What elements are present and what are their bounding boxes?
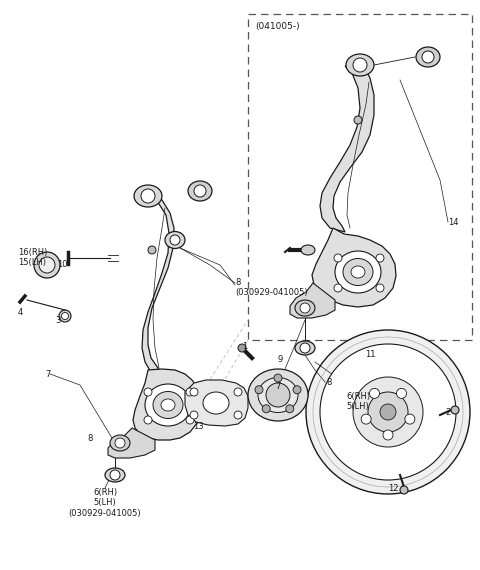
Circle shape <box>293 386 301 394</box>
Circle shape <box>320 344 456 480</box>
Text: 10: 10 <box>57 260 68 269</box>
Ellipse shape <box>248 369 308 421</box>
Ellipse shape <box>258 377 298 413</box>
Circle shape <box>368 392 408 432</box>
Text: (041005-): (041005-) <box>255 22 300 31</box>
Text: 13: 13 <box>193 422 204 431</box>
Polygon shape <box>133 369 202 440</box>
Circle shape <box>370 388 380 398</box>
Circle shape <box>353 377 423 447</box>
Ellipse shape <box>346 54 374 76</box>
Text: 4: 4 <box>18 308 23 317</box>
Circle shape <box>255 386 263 394</box>
Circle shape <box>115 438 125 448</box>
Polygon shape <box>185 380 248 426</box>
Circle shape <box>141 189 155 203</box>
Circle shape <box>274 374 282 382</box>
Bar <box>248 14 472 340</box>
Circle shape <box>376 254 384 262</box>
Text: 16(RH)
15(LH): 16(RH) 15(LH) <box>18 248 48 267</box>
Polygon shape <box>142 195 174 380</box>
Text: 1: 1 <box>242 342 247 351</box>
Ellipse shape <box>39 257 55 273</box>
Ellipse shape <box>110 435 130 451</box>
Circle shape <box>306 330 470 494</box>
Ellipse shape <box>165 231 185 249</box>
Circle shape <box>262 405 270 413</box>
Circle shape <box>334 284 342 292</box>
Circle shape <box>144 416 152 424</box>
Text: 11: 11 <box>365 350 375 359</box>
Circle shape <box>170 235 180 245</box>
Ellipse shape <box>59 310 71 322</box>
Circle shape <box>353 58 367 72</box>
Polygon shape <box>312 228 396 307</box>
Ellipse shape <box>145 384 191 426</box>
Ellipse shape <box>105 468 125 482</box>
Circle shape <box>144 388 152 396</box>
Circle shape <box>234 388 242 396</box>
Text: 8: 8 <box>87 434 93 443</box>
Circle shape <box>361 414 371 424</box>
Polygon shape <box>290 283 335 318</box>
Circle shape <box>300 303 310 313</box>
Polygon shape <box>320 66 374 232</box>
Circle shape <box>422 51 434 63</box>
Circle shape <box>110 470 120 480</box>
Text: 2: 2 <box>445 408 450 417</box>
Ellipse shape <box>34 252 60 278</box>
Circle shape <box>354 116 362 124</box>
Circle shape <box>286 405 294 413</box>
Text: 14: 14 <box>448 218 458 227</box>
Circle shape <box>300 343 310 353</box>
Circle shape <box>234 411 242 419</box>
Ellipse shape <box>416 47 440 67</box>
Circle shape <box>266 383 290 407</box>
Circle shape <box>380 404 396 420</box>
Circle shape <box>238 344 246 352</box>
Ellipse shape <box>134 185 162 207</box>
Circle shape <box>334 254 342 262</box>
Text: 9: 9 <box>278 355 283 364</box>
Ellipse shape <box>335 251 381 293</box>
Circle shape <box>186 388 194 396</box>
Ellipse shape <box>153 392 183 418</box>
Ellipse shape <box>203 392 229 414</box>
Circle shape <box>194 185 206 197</box>
Ellipse shape <box>351 266 365 278</box>
Ellipse shape <box>188 181 212 201</box>
Ellipse shape <box>343 259 373 286</box>
Text: 8: 8 <box>326 378 331 387</box>
Circle shape <box>383 430 393 440</box>
Ellipse shape <box>295 300 315 316</box>
Circle shape <box>400 486 408 494</box>
Text: 3: 3 <box>55 316 60 325</box>
Circle shape <box>61 312 69 320</box>
Text: 7: 7 <box>45 370 50 379</box>
Text: 12: 12 <box>388 484 398 493</box>
Circle shape <box>148 246 156 254</box>
Text: 8
(030929-041005): 8 (030929-041005) <box>235 278 308 298</box>
Polygon shape <box>108 428 155 458</box>
Ellipse shape <box>295 341 315 355</box>
Circle shape <box>190 388 198 396</box>
Circle shape <box>396 388 407 398</box>
Circle shape <box>405 414 415 424</box>
Text: 6(RH)
5(LH): 6(RH) 5(LH) <box>346 392 370 412</box>
Circle shape <box>376 284 384 292</box>
Circle shape <box>186 416 194 424</box>
Ellipse shape <box>301 245 315 255</box>
Circle shape <box>190 411 198 419</box>
Text: 7: 7 <box>275 382 280 391</box>
Ellipse shape <box>161 399 175 411</box>
Text: 6(RH)
5(LH)
(030929-041005): 6(RH) 5(LH) (030929-041005) <box>69 488 141 518</box>
Circle shape <box>451 406 459 414</box>
